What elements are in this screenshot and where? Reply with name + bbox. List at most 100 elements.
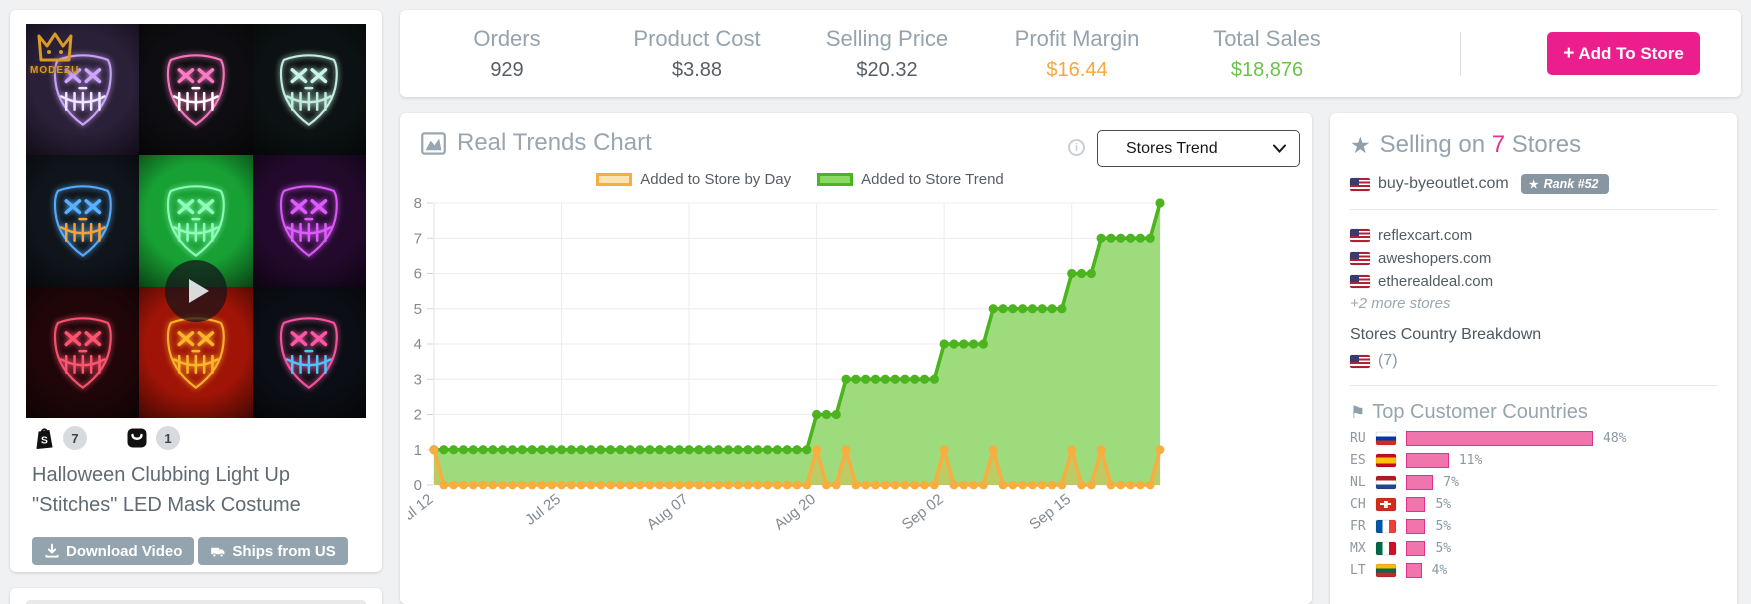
truck-icon	[211, 547, 225, 558]
store-list-item: etherealdeal.com	[1350, 271, 1717, 292]
breakdown-title: Stores Country Breakdown	[1350, 326, 1542, 343]
store-domain[interactable]: buy-byeoutlet.com	[1378, 175, 1509, 192]
rank-badge: ★ Rank #52	[1520, 174, 1609, 194]
us-flag-icon	[1350, 229, 1370, 242]
bag-icon[interactable]	[125, 426, 149, 450]
country-bar	[1406, 431, 1593, 446]
country-bar	[1406, 497, 1426, 512]
store-domain[interactable]: etherealdeal.com	[1378, 273, 1494, 290]
download-video-button[interactable]: Download Video	[32, 537, 195, 565]
next-card-image-placeholder	[26, 600, 366, 604]
star-icon: ★	[1528, 178, 1539, 191]
us-flag-icon	[1350, 275, 1370, 288]
country-bar	[1406, 563, 1422, 578]
shopify-icon[interactable]: S	[32, 426, 56, 450]
store-domain[interactable]: aweshopers.com	[1378, 250, 1492, 267]
country-code: CH	[1350, 497, 1366, 512]
country-row: NL 7%	[1350, 475, 1717, 490]
product-image-cell	[252, 155, 366, 287]
stat-value: $16.44	[1046, 59, 1108, 81]
store-domain[interactable]: reflexcart.com	[1378, 227, 1473, 244]
svg-text:3: 3	[414, 371, 422, 388]
ships-from-us-button[interactable]: Ships from US	[198, 537, 348, 565]
stats-row: Orders 929 Product Cost $3.88 Selling Price $…	[412, 26, 1362, 82]
svg-text:6: 6	[414, 266, 422, 283]
svg-text:0: 0	[414, 477, 422, 494]
breakdown-count: (7)	[1378, 352, 1398, 369]
country-pct: 48%	[1603, 431, 1627, 446]
country-bar	[1406, 453, 1449, 468]
trend-type-dropdown[interactable]: Stores Trend	[1097, 130, 1300, 167]
stat-label: Total Sales	[1213, 26, 1321, 51]
country-pct: 4%	[1431, 563, 1448, 578]
area-chart-icon	[421, 131, 446, 155]
country-pct: 5%	[1435, 497, 1452, 512]
next-product-card[interactable]	[10, 588, 382, 604]
svg-text:Sep 02: Sep 02	[899, 491, 947, 534]
chart-legend: Added to Store by Day Added to Store Tren…	[400, 171, 1200, 188]
legend-swatch	[596, 173, 633, 186]
product-title: Halloween Clubbing Light Up "Stitches" L…	[32, 464, 301, 516]
product-image-cell	[139, 24, 253, 156]
divider	[1460, 32, 1461, 76]
country-pct: 5%	[1435, 541, 1452, 556]
svg-text:Sep 15: Sep 15	[1026, 491, 1074, 534]
stat-value: $20.32	[856, 59, 918, 81]
country-pct: 7%	[1443, 475, 1459, 490]
stat-selling-price: Selling Price $20.32	[792, 26, 982, 82]
more-stores-link[interactable]: +2 more stores	[1350, 295, 1451, 312]
led-mask-icon	[280, 54, 339, 126]
store-list-item: reflexcart.com	[1350, 225, 1717, 246]
product-image-cell: MODEZU	[26, 24, 140, 156]
svg-text:7: 7	[414, 230, 422, 247]
legend-swatch	[817, 173, 854, 186]
product-image[interactable]: MODEZU	[26, 24, 366, 418]
product-image-cell	[26, 286, 140, 418]
mx-flag-icon	[1376, 542, 1396, 555]
country-row: MX 5%	[1350, 541, 1717, 556]
chevron-down-icon	[1273, 144, 1286, 153]
ru-flag-icon	[1376, 432, 1396, 445]
chart-header: Real Trends Chart	[420, 129, 652, 157]
led-mask-icon	[280, 316, 339, 389]
svg-text:Aug 20: Aug 20	[771, 491, 819, 534]
play-button[interactable]	[165, 260, 227, 322]
fr-flag-icon	[1376, 520, 1396, 533]
country-bar	[1406, 475, 1434, 490]
chart-title: Real Trends Chart	[457, 129, 652, 156]
svg-text:S: S	[41, 435, 48, 447]
svg-text:Aug 07: Aug 07	[644, 491, 692, 534]
legend-item: Added to Store Trend	[817, 171, 1004, 188]
store-count: 7	[1491, 131, 1506, 158]
country-list: RU 48% ES 11% NL 7% CH 5% FR 5% MX 5% LT 4%	[1350, 431, 1717, 578]
ch-flag-icon	[1376, 498, 1396, 511]
add-to-store-button[interactable]: + Add To Store	[1547, 32, 1700, 75]
stat-orders: Orders 929	[412, 26, 602, 82]
country-bar	[1406, 519, 1426, 534]
svg-text:2: 2	[414, 407, 422, 424]
info-icon[interactable]: i	[1068, 139, 1085, 156]
legend-item: Added to Store by Day	[596, 171, 791, 188]
product-image-cell	[252, 286, 366, 418]
country-code: NL	[1350, 475, 1366, 490]
lt-flag-icon	[1376, 564, 1396, 577]
store-list: reflexcart.com aweshopers.com etherealdeal…	[1350, 225, 1717, 292]
trends-chart-card: Real Trends Chart i Stores Trend Added t…	[400, 113, 1312, 604]
store-list-item: aweshopers.com	[1350, 248, 1717, 269]
product-image-cell	[252, 24, 366, 156]
stat-label: Orders	[473, 26, 541, 51]
nl-flag-icon	[1376, 476, 1396, 489]
stats-bar: Orders 929 Product Cost $3.88 Selling Price $…	[400, 10, 1741, 97]
top-store-row: buy-byeoutlet.com ★ Rank #52	[1350, 174, 1717, 194]
country-pct: 5%	[1435, 519, 1452, 534]
flag-icon: ⚑	[1350, 402, 1366, 422]
country-code: ES	[1350, 453, 1366, 468]
product-image-cell	[26, 155, 140, 287]
bag-icon-group: 1	[125, 426, 180, 450]
divider	[1350, 385, 1717, 386]
plus-icon: +	[1563, 42, 1575, 64]
country-row: CH 5%	[1350, 497, 1717, 512]
stat-value: $3.88	[671, 59, 723, 81]
